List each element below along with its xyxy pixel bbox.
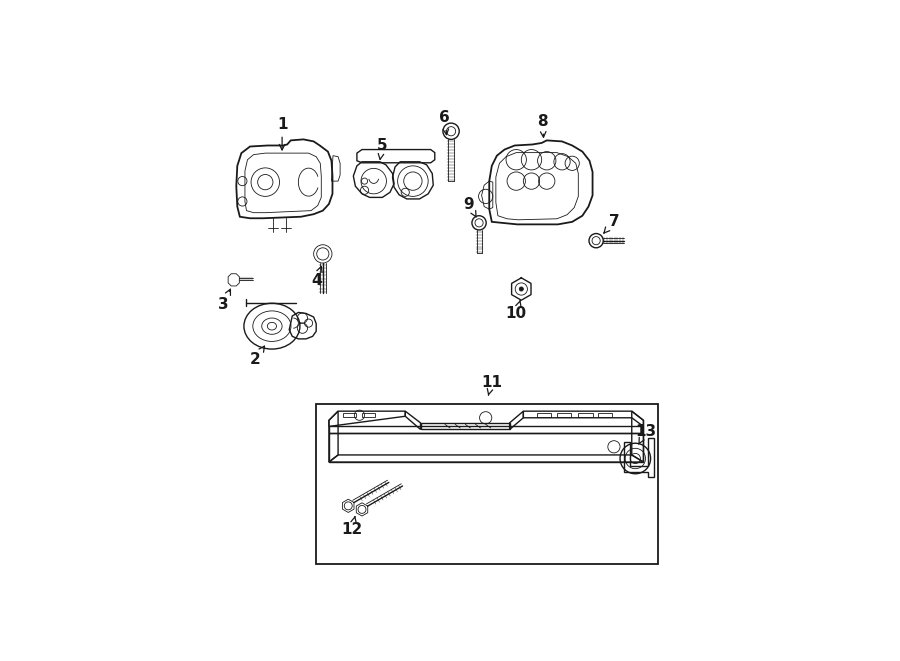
Text: 1: 1 bbox=[277, 116, 287, 150]
Circle shape bbox=[519, 287, 523, 291]
Text: 4: 4 bbox=[310, 266, 322, 288]
Text: 8: 8 bbox=[537, 114, 548, 137]
Text: 11: 11 bbox=[482, 375, 502, 395]
Text: 12: 12 bbox=[341, 516, 363, 537]
Text: 13: 13 bbox=[634, 424, 656, 444]
Bar bbox=[316, 403, 658, 564]
Text: 10: 10 bbox=[506, 301, 526, 321]
Text: 7: 7 bbox=[604, 214, 619, 233]
Text: 6: 6 bbox=[439, 110, 450, 135]
Text: 2: 2 bbox=[249, 346, 265, 367]
Text: 5: 5 bbox=[377, 138, 388, 159]
Text: 9: 9 bbox=[464, 196, 476, 217]
Text: 3: 3 bbox=[218, 290, 230, 312]
